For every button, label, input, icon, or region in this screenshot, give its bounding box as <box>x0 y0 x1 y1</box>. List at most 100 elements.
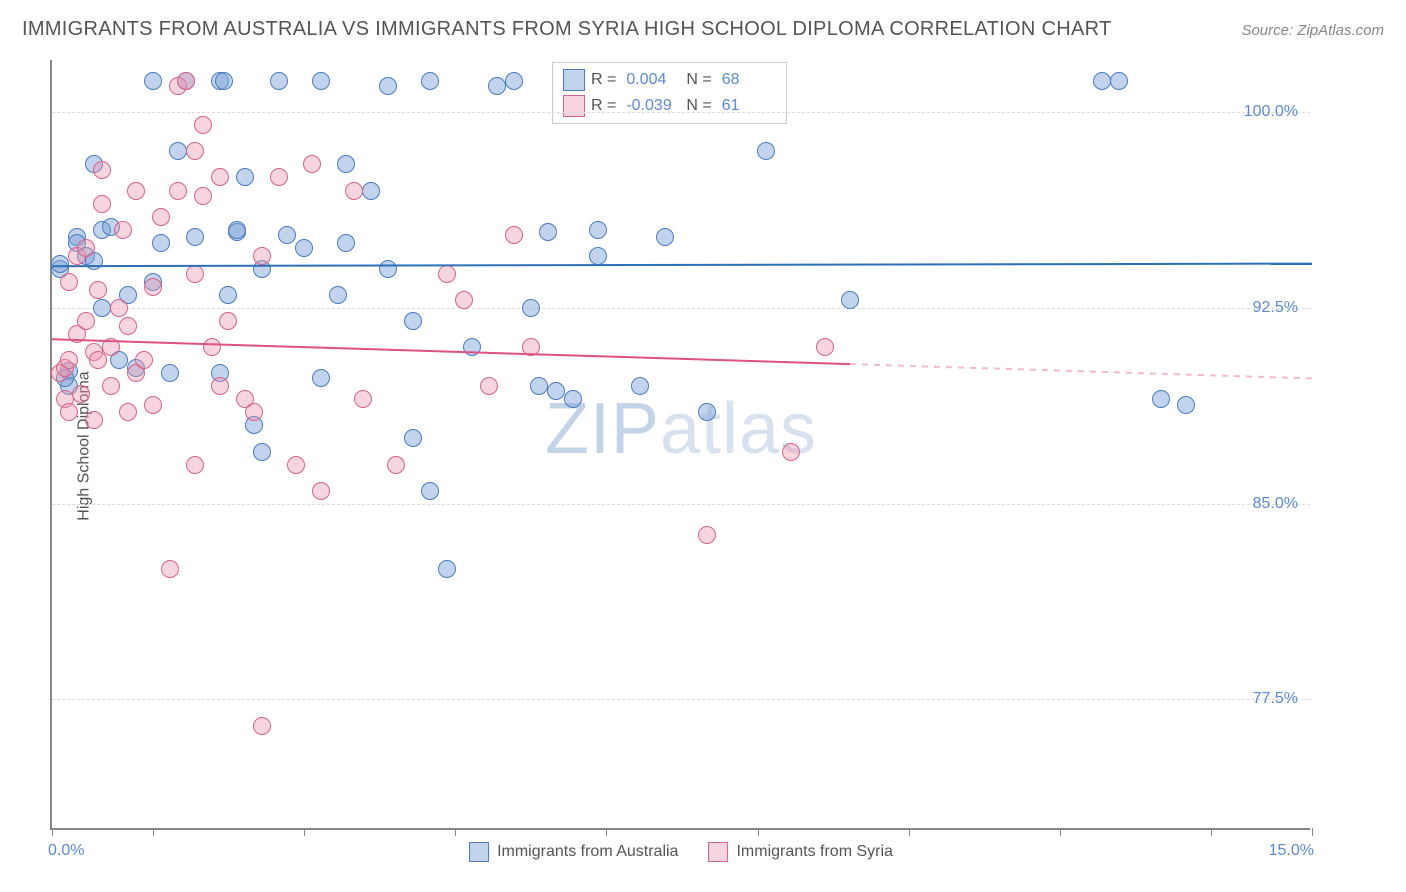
data-point <box>698 526 716 544</box>
data-point <box>211 377 229 395</box>
y-tick-label: 100.0% <box>1244 103 1298 121</box>
data-point <box>152 208 170 226</box>
data-point <box>194 116 212 134</box>
data-point <box>228 221 246 239</box>
data-point <box>1093 72 1111 90</box>
data-point <box>177 72 195 90</box>
legend-swatch-australia <box>563 69 585 91</box>
data-point <box>354 390 372 408</box>
data-point <box>362 182 380 200</box>
data-point <box>270 72 288 90</box>
data-point <box>245 403 263 421</box>
data-point <box>463 338 481 356</box>
data-point <box>379 260 397 278</box>
data-point <box>102 338 120 356</box>
data-point <box>161 364 179 382</box>
data-point <box>287 456 305 474</box>
data-point <box>89 281 107 299</box>
data-point <box>211 168 229 186</box>
data-point <box>757 142 775 160</box>
data-point <box>539 223 557 241</box>
data-point <box>312 72 330 90</box>
data-point <box>1177 396 1195 414</box>
data-point <box>488 77 506 95</box>
data-point <box>169 142 187 160</box>
chart-source: Source: ZipAtlas.com <box>1241 22 1384 39</box>
x-axis-min-label: 0.0% <box>48 842 84 860</box>
data-point <box>438 265 456 283</box>
data-point <box>421 482 439 500</box>
data-point <box>547 382 565 400</box>
data-point <box>186 265 204 283</box>
data-point <box>295 239 313 257</box>
data-point <box>270 168 288 186</box>
data-point <box>589 221 607 239</box>
data-point <box>337 234 355 252</box>
data-point <box>102 377 120 395</box>
x-tick <box>758 828 759 836</box>
legend-item-syria: Immigrants from Syria <box>708 842 892 862</box>
data-point <box>253 717 271 735</box>
x-tick <box>1211 828 1212 836</box>
data-point <box>60 403 78 421</box>
data-point <box>93 195 111 213</box>
data-point <box>253 443 271 461</box>
data-point <box>782 443 800 461</box>
data-point <box>219 312 237 330</box>
x-tick <box>606 828 607 836</box>
data-point <box>816 338 834 356</box>
data-point <box>144 278 162 296</box>
data-point <box>72 385 90 403</box>
gridline <box>52 504 1310 505</box>
gridline <box>52 308 1310 309</box>
data-point <box>312 482 330 500</box>
data-point <box>169 182 187 200</box>
data-point <box>404 312 422 330</box>
data-point <box>93 299 111 317</box>
data-point <box>1152 390 1170 408</box>
data-point <box>421 72 439 90</box>
data-point <box>631 377 649 395</box>
x-tick <box>304 828 305 836</box>
data-point <box>127 182 145 200</box>
data-point <box>698 403 716 421</box>
legend-swatch-syria <box>563 95 585 117</box>
data-point <box>161 560 179 578</box>
data-point <box>135 351 153 369</box>
legend-swatch-icon <box>469 842 489 862</box>
y-tick-label: 85.0% <box>1253 495 1298 513</box>
legend-row-australia: R = 0.004 N = 68 <box>563 67 776 93</box>
chart-container: IMMIGRANTS FROM AUSTRALIA VS IMMIGRANTS … <box>0 0 1406 892</box>
data-point <box>119 317 137 335</box>
data-point <box>329 286 347 304</box>
data-point <box>203 338 221 356</box>
data-point <box>85 411 103 429</box>
data-point <box>236 168 254 186</box>
legend-swatch-icon <box>708 842 728 862</box>
data-point <box>312 369 330 387</box>
x-tick <box>1312 828 1313 836</box>
data-point <box>379 77 397 95</box>
legend-row-syria: R = -0.039 N = 61 <box>563 93 776 119</box>
data-point <box>77 239 95 257</box>
data-point <box>522 338 540 356</box>
data-point <box>530 377 548 395</box>
data-point <box>522 299 540 317</box>
data-point <box>77 312 95 330</box>
data-point <box>215 72 233 90</box>
data-point <box>337 155 355 173</box>
data-point <box>505 226 523 244</box>
data-point <box>186 142 204 160</box>
correlation-legend: R = 0.004 N = 68 R = -0.039 N = 61 <box>552 62 787 124</box>
data-point <box>564 390 582 408</box>
data-point <box>438 560 456 578</box>
x-tick <box>153 828 154 836</box>
gridline <box>52 699 1310 700</box>
data-point <box>110 299 128 317</box>
data-point <box>387 456 405 474</box>
data-point <box>841 291 859 309</box>
data-point <box>303 155 321 173</box>
watermark: ZIPatlas <box>545 388 817 470</box>
gridline <box>52 112 1310 113</box>
plot-area: ZIPatlas R = 0.004 N = 68 R = -0.039 N =… <box>50 60 1310 830</box>
